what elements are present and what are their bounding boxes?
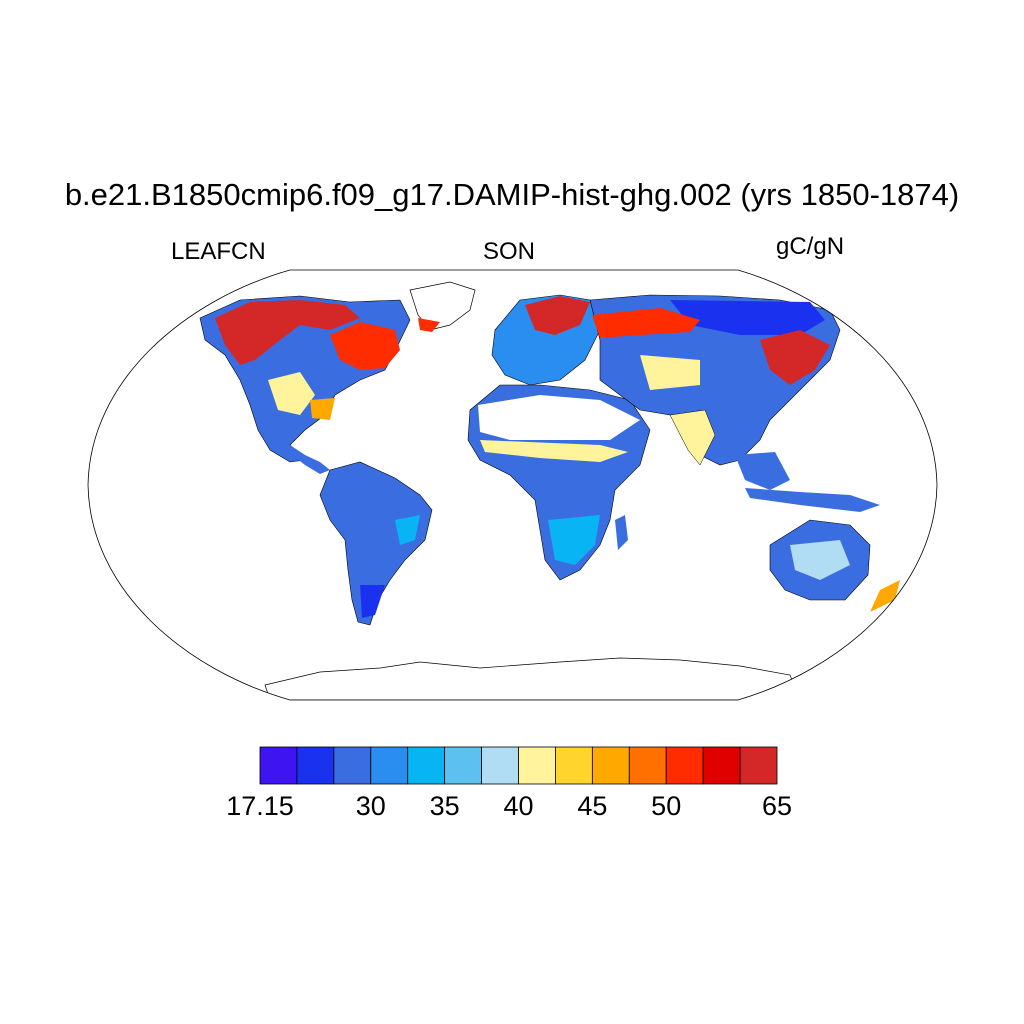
variable-label: LEAFCN — [171, 238, 266, 265]
colorbar-tick-label: 35 — [429, 791, 460, 821]
southeast-asia — [735, 452, 790, 490]
colorbar-swatch — [555, 746, 593, 785]
sahel — [480, 440, 628, 462]
greenland-coast — [418, 318, 440, 332]
africa-south — [548, 515, 600, 565]
south-america-south — [360, 585, 385, 618]
north-america-gulf — [310, 398, 335, 420]
colorbar-swatch — [481, 746, 519, 785]
north-america-central — [268, 372, 315, 415]
globe-outline — [87, 269, 938, 701]
colorbar-tick-label: 65 — [761, 791, 793, 821]
colorbar-swatch — [407, 746, 446, 785]
east-asia — [760, 330, 830, 385]
season-label: SON — [483, 238, 536, 265]
central-america — [290, 445, 330, 474]
colorbar-swatch — [591, 746, 630, 785]
colorbar-swatch — [665, 746, 704, 785]
colorbar-swatch — [444, 746, 482, 785]
russia-belt — [592, 308, 700, 338]
colorbar-swatch — [259, 746, 298, 785]
colorbar-tick-label: 40 — [503, 791, 534, 821]
north-america-north — [215, 300, 360, 365]
colorbar-tick-label: 17.15 — [226, 791, 294, 821]
madagascar — [615, 515, 628, 550]
colorbar-swatch — [628, 746, 667, 785]
greenland — [409, 281, 476, 331]
colorbar-tick-label: 45 — [577, 791, 608, 821]
central-asia — [640, 355, 700, 390]
map-title: b.e21.B1850cmip6.f09_g17.DAMIP-hist-ghg.… — [64, 177, 960, 212]
colorbar-swatch — [518, 746, 556, 785]
indonesia — [745, 488, 880, 512]
colorbar-tick-label: 50 — [651, 791, 682, 821]
colorbar-swatch — [702, 746, 741, 785]
sahara — [478, 395, 640, 440]
colorbar-swatch — [739, 746, 778, 785]
colorbar-swatch — [370, 746, 409, 785]
colorbar-swatch — [296, 746, 335, 785]
siberia-north — [670, 300, 825, 335]
new-zealand — [870, 580, 900, 612]
units-label: gC/gN — [776, 233, 845, 260]
scandinavia — [525, 296, 590, 335]
colorbar-swatch — [333, 746, 372, 785]
antarctica — [264, 657, 801, 700]
india — [669, 409, 716, 466]
australia-interior — [790, 540, 850, 580]
north-america-east — [330, 322, 400, 370]
south-america-east — [395, 515, 420, 545]
colorbar-tick-label: 30 — [355, 791, 386, 821]
